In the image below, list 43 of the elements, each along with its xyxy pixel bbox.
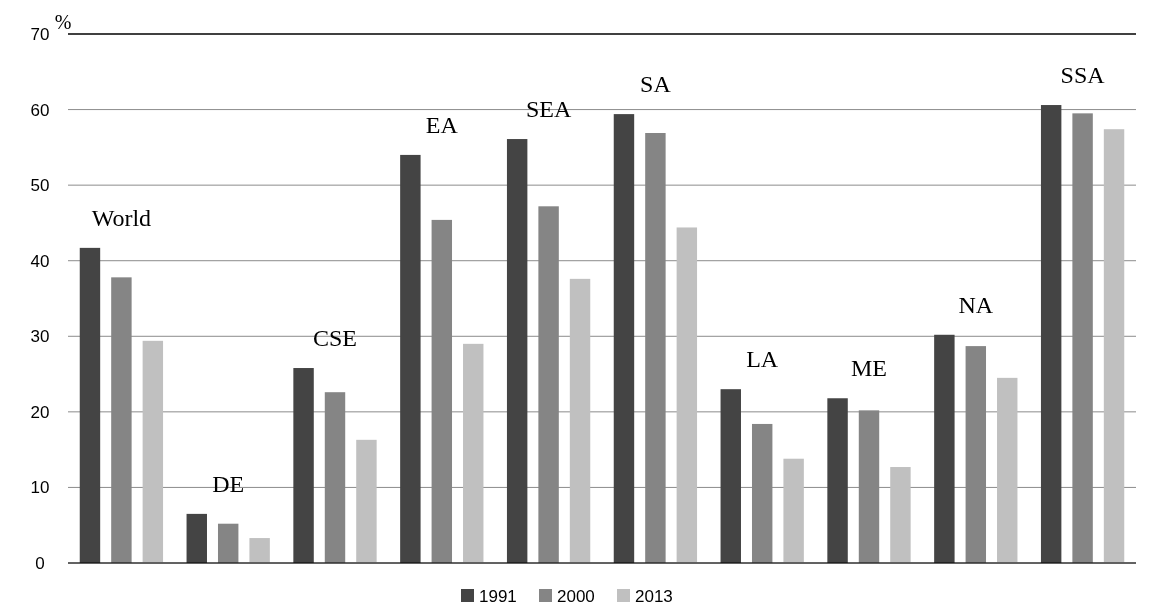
bar (186, 513, 207, 563)
y-tick-label: 10 (30, 478, 50, 498)
bar (890, 467, 911, 563)
bar (506, 139, 528, 563)
y-tick-label: 30 (30, 327, 50, 347)
bar (463, 343, 484, 563)
bar (217, 523, 239, 563)
legend-label: 2000 (557, 586, 595, 606)
y-axis-title: % (54, 11, 72, 33)
y-tick-label: 70 (30, 24, 50, 44)
x-tick-label: World (91, 204, 152, 231)
bar (676, 227, 698, 563)
y-tick-label: 40 (30, 251, 50, 271)
bar (400, 154, 421, 563)
bar (356, 439, 377, 563)
x-tick-label: DE (212, 470, 245, 497)
x-tick-label: SSA (1060, 62, 1106, 89)
bar (997, 377, 1018, 563)
bar (783, 458, 804, 563)
x-tick-label: CSE (312, 325, 358, 352)
bar (934, 334, 955, 563)
bar (569, 278, 591, 563)
bar (1103, 129, 1125, 563)
x-tick-label: NA (958, 291, 994, 318)
bar (249, 538, 270, 563)
x-tick-label: SEA (525, 96, 572, 123)
bar (79, 247, 101, 563)
x-tick-label: LA (746, 346, 779, 373)
legend-label: 1991 (479, 586, 517, 606)
x-tick-label: ME (851, 355, 887, 382)
bar (613, 114, 635, 563)
bar (827, 398, 848, 563)
bar (720, 389, 741, 563)
y-tick-label: 20 (30, 402, 50, 422)
bar (142, 340, 164, 563)
x-tick-label: SA (640, 71, 672, 98)
bar (293, 368, 314, 563)
x-tick-label: EA (425, 111, 459, 138)
y-tick-label: 0 (35, 553, 45, 573)
bar (1040, 105, 1062, 563)
legend-label: 2013 (635, 586, 673, 606)
y-tick-label: 60 (30, 100, 50, 120)
y-tick-label: 50 (30, 176, 50, 196)
